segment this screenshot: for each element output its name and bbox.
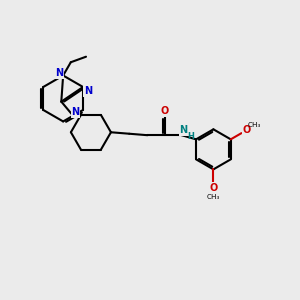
Text: O: O	[242, 125, 251, 135]
Text: O: O	[160, 106, 169, 116]
Text: H: H	[187, 132, 194, 141]
Text: N: N	[84, 86, 92, 96]
Text: N: N	[179, 125, 188, 135]
Text: CH₃: CH₃	[248, 122, 261, 128]
Text: O: O	[209, 183, 217, 193]
Text: N: N	[55, 68, 63, 78]
Text: CH₃: CH₃	[207, 194, 220, 200]
Text: N: N	[71, 107, 80, 117]
